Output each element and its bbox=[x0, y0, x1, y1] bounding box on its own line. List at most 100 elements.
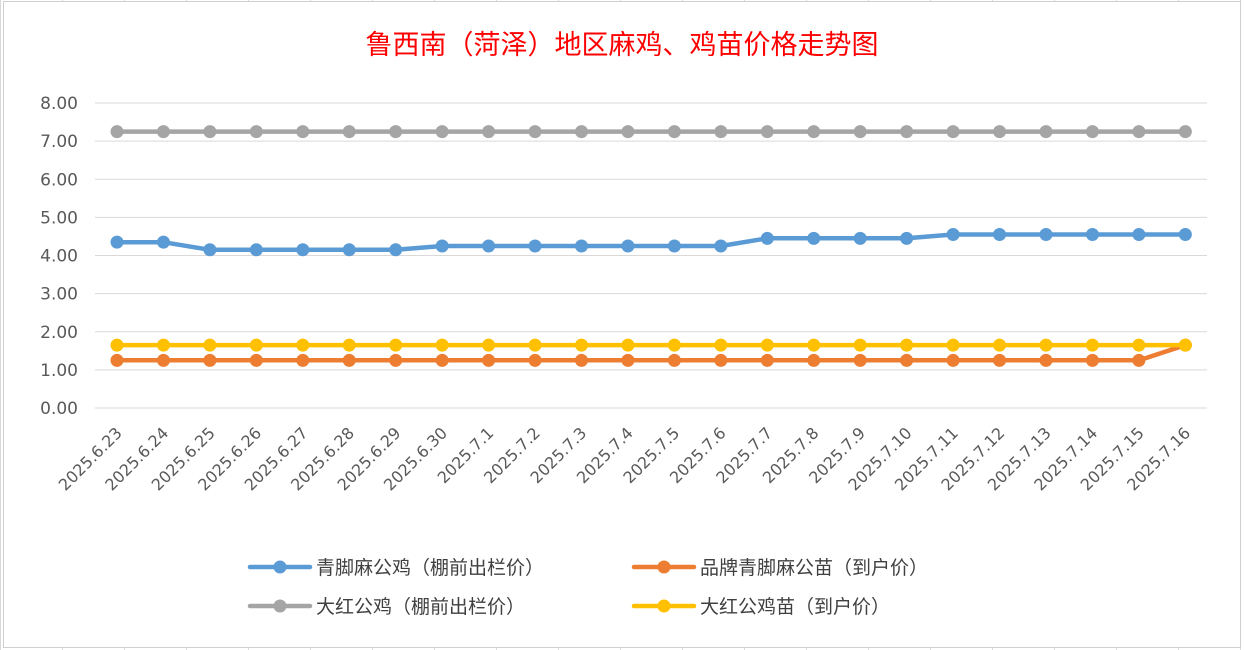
data-point[interactable] bbox=[249, 125, 263, 139]
data-point[interactable] bbox=[296, 125, 310, 139]
data-point[interactable] bbox=[528, 353, 542, 367]
data-point[interactable] bbox=[900, 231, 914, 245]
legend-item[interactable]: 大红公鸡（棚前出栏价） bbox=[247, 596, 525, 618]
data-point[interactable] bbox=[249, 353, 263, 367]
data-point[interactable] bbox=[807, 231, 821, 245]
data-point[interactable] bbox=[575, 239, 588, 253]
data-point[interactable] bbox=[1039, 353, 1053, 367]
data-point[interactable] bbox=[667, 338, 681, 352]
data-point[interactable] bbox=[1178, 125, 1192, 139]
data-point[interactable] bbox=[296, 353, 310, 367]
data-point[interactable] bbox=[993, 228, 1007, 242]
data-point[interactable] bbox=[435, 338, 449, 352]
data-point[interactable] bbox=[1132, 353, 1146, 367]
data-point[interactable] bbox=[621, 353, 635, 367]
data-point[interactable] bbox=[203, 353, 217, 367]
chart-frame[interactable] bbox=[3, 1, 1241, 648]
data-point[interactable] bbox=[714, 239, 728, 253]
data-point[interactable] bbox=[435, 353, 449, 367]
data-point[interactable] bbox=[760, 231, 774, 245]
legend-item[interactable]: 大红公鸡苗（到户价） bbox=[631, 596, 890, 618]
data-point[interactable] bbox=[482, 239, 496, 253]
data-point[interactable] bbox=[1178, 338, 1192, 352]
data-point[interactable] bbox=[342, 125, 356, 139]
data-point[interactable] bbox=[528, 125, 542, 139]
data-point[interactable] bbox=[853, 125, 867, 139]
data-point[interactable] bbox=[342, 338, 356, 352]
data-point[interactable] bbox=[900, 125, 914, 139]
data-point[interactable] bbox=[389, 243, 403, 257]
data-point[interactable] bbox=[1085, 228, 1099, 242]
legend-item[interactable]: 青脚麻公鸡（棚前出栏价） bbox=[247, 557, 544, 579]
data-point[interactable] bbox=[482, 338, 496, 352]
data-point[interactable] bbox=[1132, 125, 1146, 139]
data-point[interactable] bbox=[156, 235, 170, 249]
data-point[interactable] bbox=[946, 228, 960, 242]
data-point[interactable] bbox=[249, 243, 263, 257]
data-point[interactable] bbox=[1039, 228, 1053, 242]
data-point[interactable] bbox=[1178, 228, 1192, 242]
data-point[interactable] bbox=[993, 125, 1007, 139]
data-point[interactable] bbox=[528, 338, 542, 352]
legend-item[interactable]: 品牌青脚麻公苗（到户价） bbox=[631, 557, 928, 579]
data-point[interactable] bbox=[389, 353, 403, 367]
data-point[interactable] bbox=[389, 338, 403, 352]
data-point[interactable] bbox=[946, 353, 960, 367]
data-point[interactable] bbox=[1085, 125, 1099, 139]
data-point[interactable] bbox=[760, 125, 774, 139]
legend[interactable]: 青脚麻公鸡（棚前出栏价） 品牌青脚麻公苗（到户价） 大红公鸡（棚前出栏价） 大红公鸡苗… bbox=[247, 557, 928, 618]
data-point[interactable] bbox=[342, 243, 356, 257]
data-point[interactable] bbox=[156, 353, 170, 367]
data-point[interactable] bbox=[667, 239, 681, 253]
data-point[interactable] bbox=[528, 239, 542, 253]
data-point[interactable] bbox=[760, 338, 774, 352]
data-point[interactable] bbox=[946, 338, 960, 352]
data-point[interactable] bbox=[575, 338, 588, 352]
data-point[interactable] bbox=[714, 338, 728, 352]
data-point[interactable] bbox=[296, 338, 310, 352]
data-point[interactable] bbox=[621, 338, 635, 352]
data-point[interactable] bbox=[203, 125, 217, 139]
data-point[interactable] bbox=[621, 125, 635, 139]
data-point[interactable] bbox=[993, 353, 1007, 367]
data-point[interactable] bbox=[110, 125, 124, 139]
data-point[interactable] bbox=[435, 239, 449, 253]
data-point[interactable] bbox=[807, 338, 821, 352]
data-point[interactable] bbox=[203, 338, 217, 352]
data-point[interactable] bbox=[760, 353, 774, 367]
data-point[interactable] bbox=[667, 125, 681, 139]
data-point[interactable] bbox=[621, 239, 635, 253]
data-point[interactable] bbox=[714, 353, 728, 367]
data-point[interactable] bbox=[110, 338, 124, 352]
data-point[interactable] bbox=[993, 338, 1007, 352]
data-point[interactable] bbox=[1085, 338, 1099, 352]
data-point[interactable] bbox=[249, 338, 263, 352]
data-point[interactable] bbox=[156, 338, 170, 352]
data-point[interactable] bbox=[342, 353, 356, 367]
data-point[interactable] bbox=[853, 338, 867, 352]
data-point[interactable] bbox=[296, 243, 310, 257]
data-point[interactable] bbox=[482, 353, 496, 367]
data-point[interactable] bbox=[946, 125, 960, 139]
data-point[interactable] bbox=[853, 231, 867, 245]
data-point[interactable] bbox=[575, 125, 588, 139]
data-point[interactable] bbox=[714, 125, 728, 139]
data-point[interactable] bbox=[1132, 338, 1146, 352]
data-point[interactable] bbox=[1132, 228, 1146, 242]
data-point[interactable] bbox=[435, 125, 449, 139]
data-point[interactable] bbox=[807, 353, 821, 367]
data-point[interactable] bbox=[1085, 353, 1099, 367]
data-point[interactable] bbox=[110, 353, 124, 367]
data-point[interactable] bbox=[110, 235, 124, 249]
data-point[interactable] bbox=[807, 125, 821, 139]
data-point[interactable] bbox=[156, 125, 170, 139]
data-point[interactable] bbox=[575, 353, 588, 367]
data-point[interactable] bbox=[482, 125, 496, 139]
data-point[interactable] bbox=[389, 125, 403, 139]
data-point[interactable] bbox=[853, 353, 867, 367]
data-point[interactable] bbox=[900, 338, 914, 352]
data-point[interactable] bbox=[203, 243, 217, 257]
data-point[interactable] bbox=[900, 353, 914, 367]
data-point[interactable] bbox=[667, 353, 681, 367]
